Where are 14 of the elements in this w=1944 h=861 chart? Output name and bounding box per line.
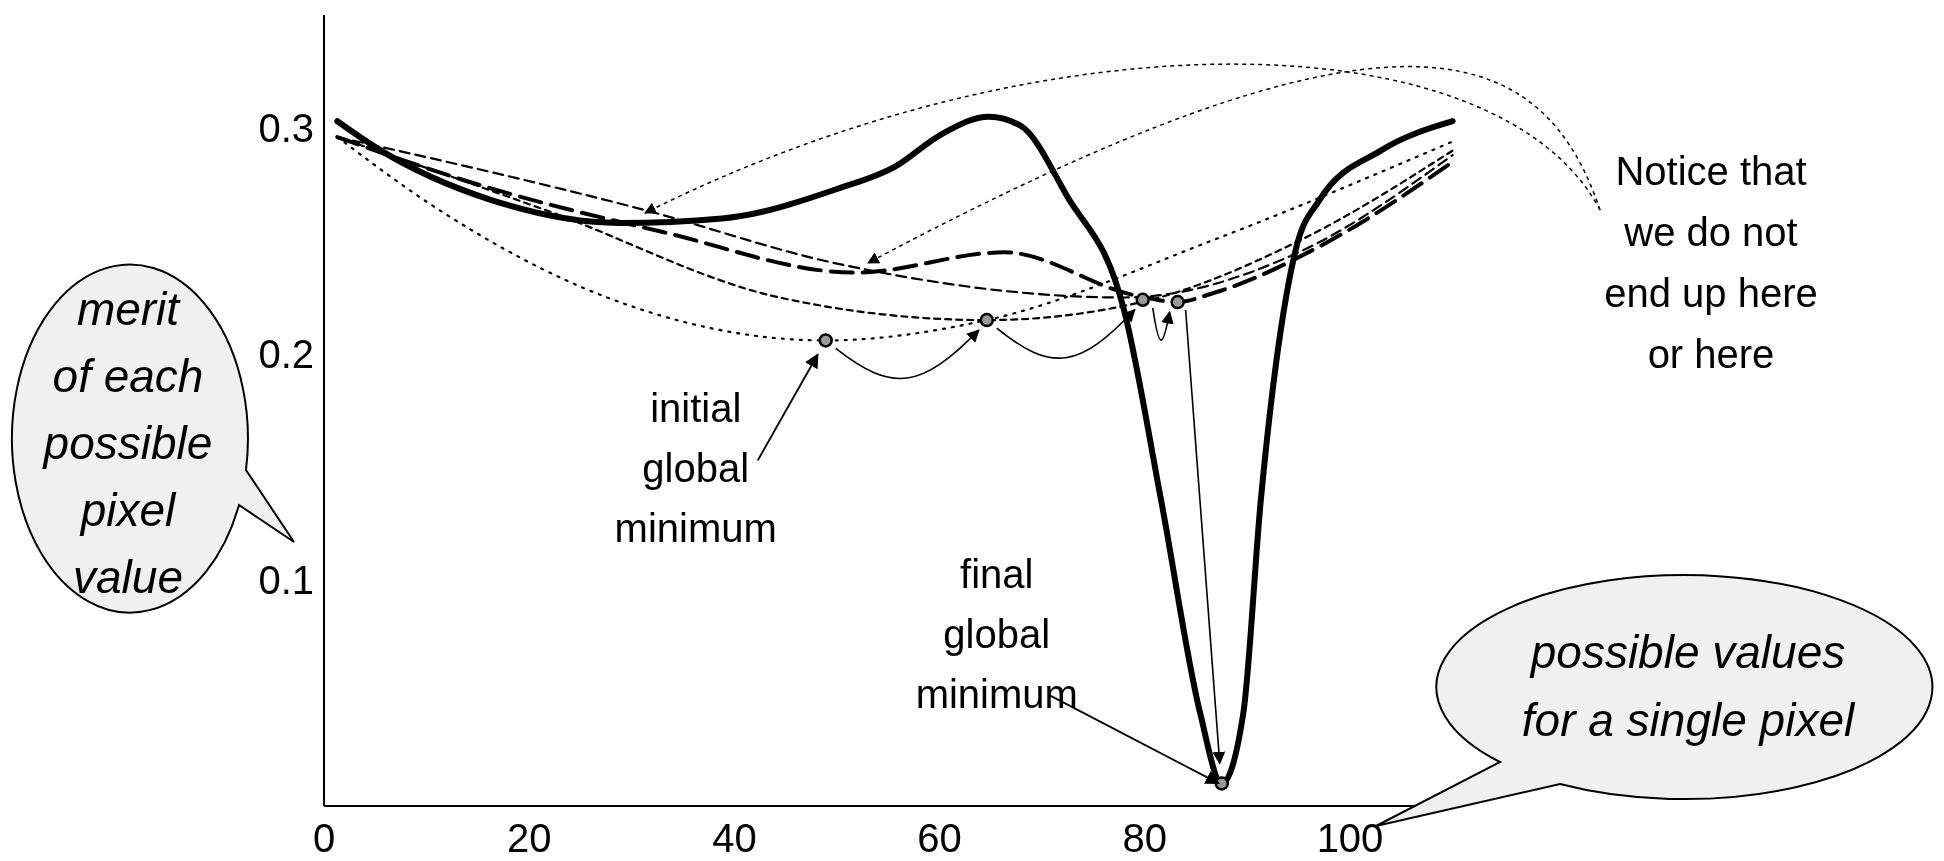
x-tick-label: 20 xyxy=(506,816,552,860)
x-tick-label: 80 xyxy=(1122,816,1168,860)
x-tick-label: 40 xyxy=(712,816,757,860)
x-tick-label: 60 xyxy=(917,816,962,860)
annotation: initial global minimum xyxy=(614,386,777,551)
y-tick-label: 0.1 xyxy=(258,558,314,602)
x-tick-label: 100 xyxy=(1316,816,1384,860)
y-tick-label: 0.3 xyxy=(258,106,314,150)
y-axis-title: merit of each possible pixel value xyxy=(41,283,213,603)
y-tick-label: 0.2 xyxy=(258,332,314,376)
x-axis-title: possible values for a single pixel xyxy=(1521,626,1856,746)
annotation: final global minimum xyxy=(915,552,1078,717)
x-tick-label: 0 xyxy=(312,816,336,860)
text: Notice that we do not end up here or here xyxy=(1604,149,1818,376)
